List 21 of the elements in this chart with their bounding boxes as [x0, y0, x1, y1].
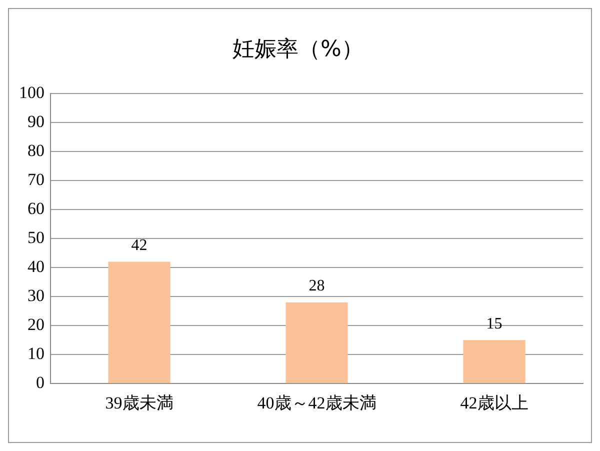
y-tick-label: 10	[28, 344, 44, 364]
x-tick-label: 40歳～42歳未満	[257, 393, 376, 412]
bar	[286, 302, 348, 384]
data-label: 28	[308, 278, 325, 295]
x-tick-label: 42歳以上	[460, 393, 528, 412]
y-tick-label: 90	[28, 112, 44, 131]
data-label: 15	[486, 315, 502, 332]
y-tick-label: 70	[28, 170, 44, 189]
y-tick-label: 0	[36, 373, 44, 392]
data-label: 42	[131, 236, 148, 254]
y-tick-label: 100	[19, 82, 44, 102]
chart-title: 妊娠率（%）	[232, 36, 364, 62]
bar	[108, 262, 170, 384]
y-tick-label: 40	[28, 256, 44, 276]
bar	[463, 340, 526, 384]
x-tick-label: 39歳未満	[105, 393, 174, 412]
y-tick-label: 50	[28, 228, 44, 247]
y-tick-label: 60	[28, 198, 44, 218]
y-tick-label: 30	[28, 286, 44, 306]
y-tick-label: 20	[28, 315, 44, 334]
y-tick-label: 80	[28, 140, 44, 160]
